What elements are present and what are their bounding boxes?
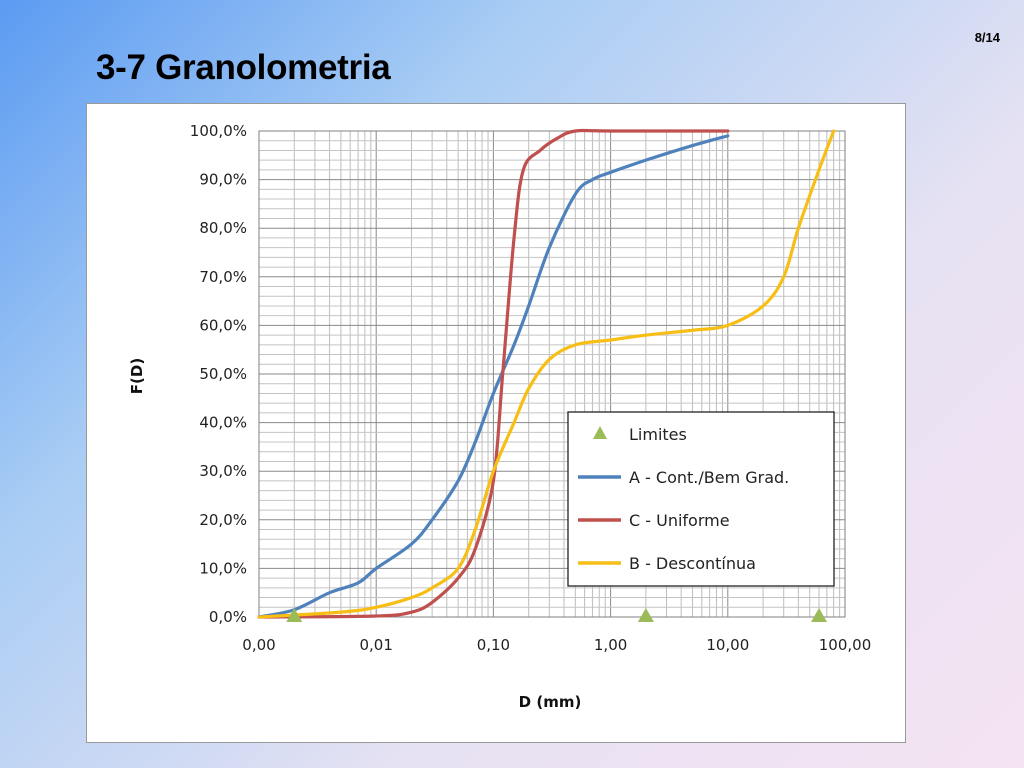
y-tick-label: 60,0% [199, 316, 247, 334]
legend-label: Limites [629, 425, 687, 444]
y-tick-label: 10,0% [199, 559, 247, 577]
plot-border [258, 130, 846, 618]
legend-label: B - Descontínua [629, 554, 756, 573]
y-tick-label: 0,0% [209, 608, 247, 626]
chart-frame: 0,0% 10,0% 20,0% 30,0% 40,0% 50,0% 60,0% 70,0% 8… [86, 103, 906, 743]
legend-label: A - Cont./Bem Grad. [629, 468, 789, 487]
y-axis-title: F(D) [128, 358, 146, 394]
y-tick-label: 100,0% [190, 122, 247, 140]
series-line-a-cont-bem-grad [257, 134, 730, 619]
plot-area-border [258, 130, 846, 618]
legend-label: C - Uniforme [629, 511, 730, 530]
x-tick-label: 100,00 [819, 636, 872, 654]
limit-marker [637, 608, 654, 622]
y-tick-label: 30,0% [199, 462, 247, 480]
y-tick-labels: 0,0% 10,0% 20,0% 30,0% 40,0% 50,0% 60,0% 70,0% 8… [190, 122, 247, 626]
slide-title: 3-7 Granolometria [96, 48, 391, 87]
series-line-c-uniforme [257, 128, 730, 619]
x-tick-label: 1,00 [594, 636, 627, 654]
chart-legend: Limites A - Cont./Bem Grad. C - Uniforme B … [567, 411, 835, 587]
series-line-b-descontinua [257, 129, 836, 619]
y-tick-label: 70,0% [199, 268, 247, 286]
limit-marker [286, 608, 303, 622]
slide-number: 8/14 [974, 30, 1000, 45]
y-tick-label: 50,0% [199, 365, 247, 383]
legend-swatch [593, 426, 607, 439]
limit-markers [286, 608, 827, 622]
y-tick-label: 90,0% [199, 171, 247, 189]
y-tick-label: 40,0% [199, 414, 247, 432]
x-tick-label: 0,01 [359, 636, 392, 654]
legend-box [567, 411, 835, 587]
limit-marker [810, 608, 827, 622]
y-tick-label: 20,0% [199, 511, 247, 529]
series-lines [257, 128, 836, 619]
x-axis-title: D (mm) [519, 693, 582, 711]
x-tick-label: 10,00 [706, 636, 749, 654]
x-tick-label: 0,00 [242, 636, 275, 654]
x-tick-labels: 0,00 0,01 0,10 1,00 10,00 100,00 [242, 636, 871, 654]
y-tick-label: 80,0% [199, 219, 247, 237]
x-tick-label: 0,10 [477, 636, 510, 654]
granulometry-chart: 0,0% 10,0% 20,0% 30,0% 40,0% 50,0% 60,0% 70,0% 8… [128, 122, 871, 711]
